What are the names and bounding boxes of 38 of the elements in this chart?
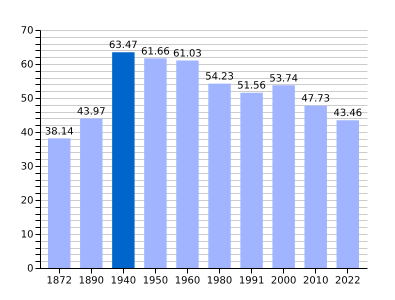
bar <box>240 92 263 268</box>
data-label: 51.56 <box>237 80 266 92</box>
data-label: 63.47 <box>109 40 138 52</box>
data-label: 43.97 <box>76 106 106 118</box>
x-tick-label: 1960 <box>174 276 200 286</box>
data-label: 54.23 <box>205 72 234 83</box>
x-tick-label: 1980 <box>206 276 232 286</box>
bar <box>80 118 103 268</box>
x-tick-label: 2000 <box>270 276 296 286</box>
y-tick-label: 60 <box>20 60 34 70</box>
bar <box>336 120 359 268</box>
x-tick-label: 2022 <box>335 276 360 286</box>
x-tick-label: 1940 <box>110 276 136 286</box>
data-label: 53.74 <box>269 73 298 84</box>
data-label: 61.66 <box>141 46 170 58</box>
bar <box>304 106 327 268</box>
x-tick-label: 2010 <box>302 276 328 286</box>
bar <box>272 85 295 268</box>
x-tick-label: 1872 <box>46 276 72 286</box>
bar <box>208 84 231 268</box>
data-label: 47.73 <box>301 94 330 105</box>
data-label: 43.46 <box>333 108 362 120</box>
y-tick-label: 30 <box>20 162 34 172</box>
y-tick-label: 50 <box>20 94 34 104</box>
y-tick-label: 10 <box>20 230 34 240</box>
y-tick-label: 20 <box>20 196 34 206</box>
y-tick-label: 40 <box>20 128 34 138</box>
bar <box>144 58 167 268</box>
y-tick-label: 70 <box>20 26 34 36</box>
x-tick-label: 1991 <box>238 276 264 286</box>
bar <box>176 60 199 268</box>
bar <box>48 138 70 268</box>
x-tick-label: 1950 <box>142 276 168 286</box>
data-label: 61.03 <box>173 48 202 60</box>
y-tick-label: 0 <box>27 264 34 274</box>
x-tick-label: 1890 <box>78 276 104 286</box>
bar <box>112 52 135 268</box>
data-label: 38.14 <box>44 126 74 138</box>
